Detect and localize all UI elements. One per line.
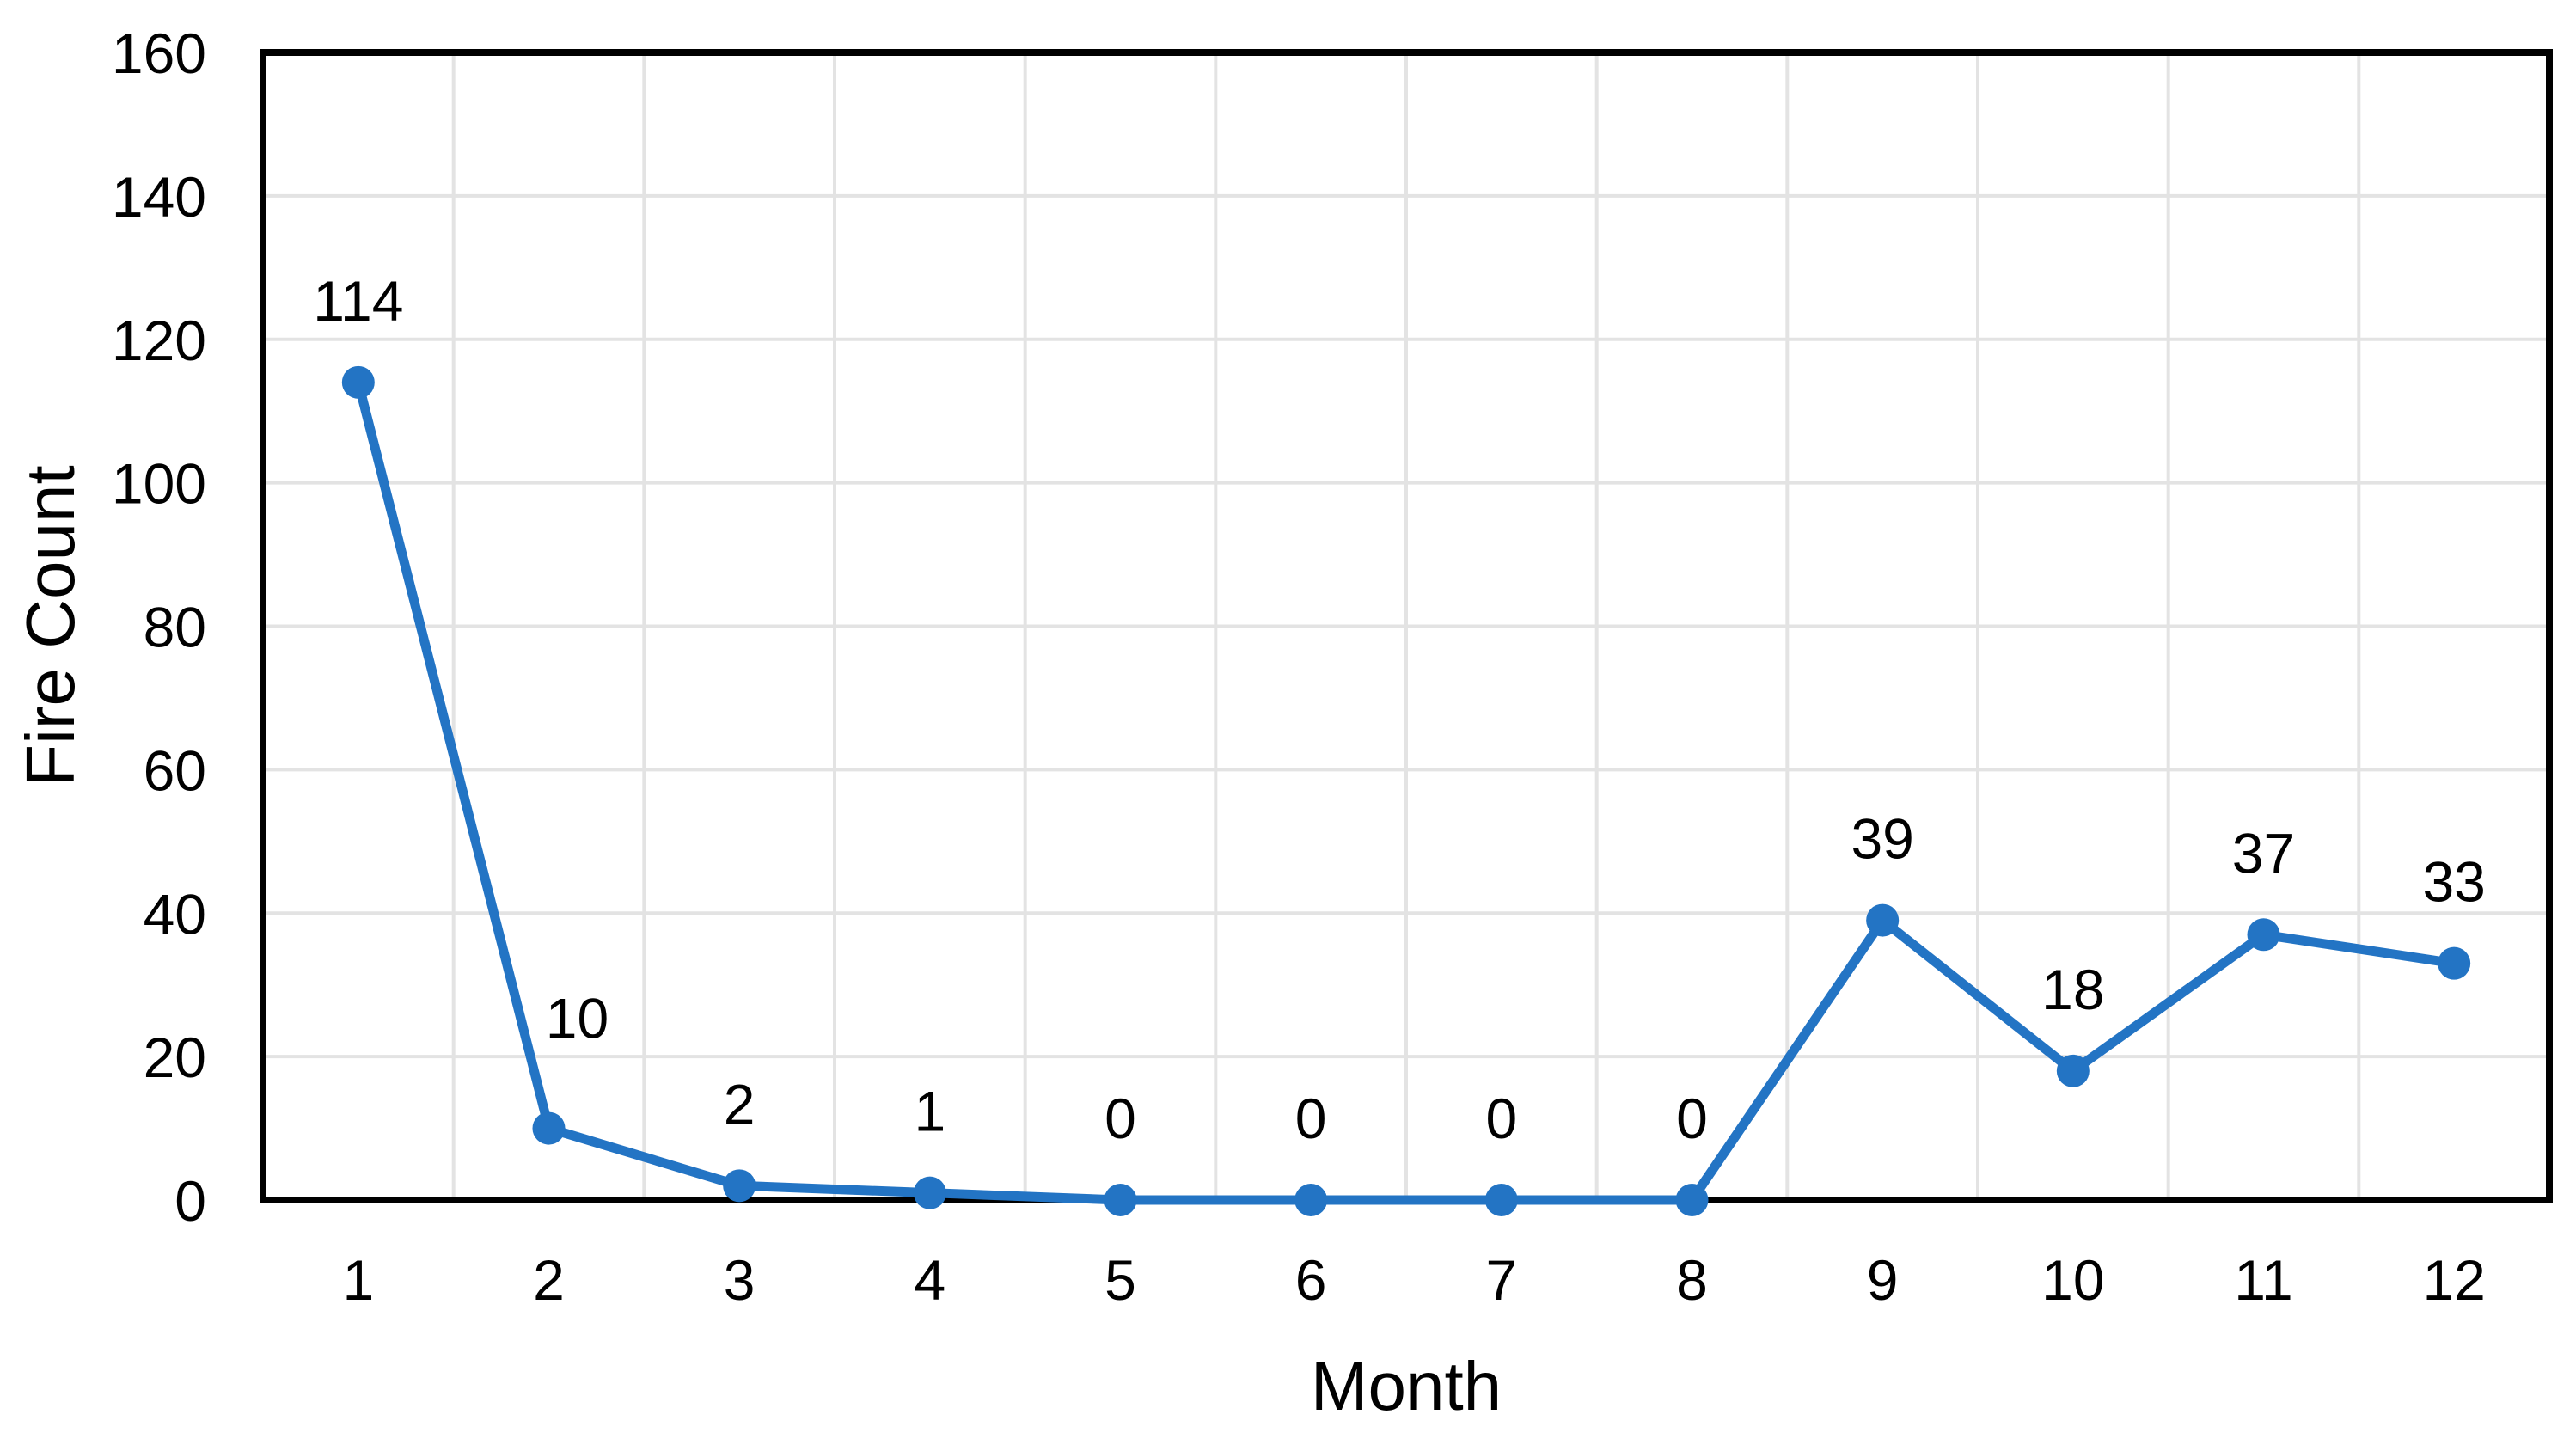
data-point-marker (1104, 1184, 1137, 1216)
y-tick-label: 140 (112, 165, 206, 229)
series-line (353, 377, 2459, 1205)
y-tick-label: 60 (144, 738, 206, 802)
x-tick-label: 5 (1104, 1248, 1136, 1312)
y-tick-label: 160 (112, 21, 206, 85)
x-tick-label: 3 (724, 1248, 756, 1312)
x-tick-label: 6 (1295, 1248, 1327, 1312)
y-tick-label: 80 (144, 596, 206, 659)
data-label: 18 (2041, 958, 2104, 1021)
x-tick-label: 12 (2422, 1248, 2485, 1312)
x-tick-label: 11 (2234, 1248, 2293, 1312)
y-tick-label: 100 (112, 452, 206, 516)
x-tick-label: 10 (2041, 1248, 2104, 1312)
y-tick-label: 20 (144, 1026, 206, 1089)
data-point-marker (532, 1111, 566, 1145)
data-point-marker (1294, 1184, 1328, 1216)
data-label: 0 (1485, 1087, 1517, 1150)
data-label: 37 (2232, 821, 2295, 885)
data-point-marker (913, 1176, 946, 1209)
x-tick-label: 2 (533, 1248, 565, 1312)
data-label: 0 (1676, 1087, 1708, 1150)
x-tick-label: 1 (342, 1248, 374, 1312)
data-point-marker (2056, 1054, 2090, 1087)
data-point-marker (2438, 946, 2471, 980)
x-tick-label: 7 (1485, 1248, 1517, 1312)
data-label: 2 (724, 1072, 756, 1136)
data-label: 1 (914, 1080, 945, 1143)
data-label: 0 (1295, 1087, 1327, 1150)
data-label: 39 (1851, 807, 1913, 871)
data-label: 0 (1104, 1087, 1136, 1150)
y-axis-title: Fire Count (12, 465, 89, 786)
data-point-marker (2247, 918, 2280, 952)
data-point-marker (1675, 1184, 1709, 1216)
data-label: 33 (2422, 850, 2485, 914)
y-tick-label: 120 (112, 309, 206, 372)
data-label: 114 (313, 269, 403, 333)
x-tick-label: 9 (1867, 1248, 1899, 1312)
x-tick-label: 8 (1676, 1248, 1708, 1312)
data-label: 10 (546, 987, 609, 1050)
x-axis-title: Month (1311, 1348, 1502, 1424)
data-point-marker (1866, 903, 1900, 937)
x-tick-label: 4 (914, 1248, 945, 1312)
data-point-marker (723, 1169, 756, 1203)
y-tick-label: 0 (174, 1169, 206, 1233)
y-tick-label: 40 (144, 882, 206, 946)
data-point-marker (1484, 1184, 1518, 1216)
data-point-marker (341, 365, 375, 399)
